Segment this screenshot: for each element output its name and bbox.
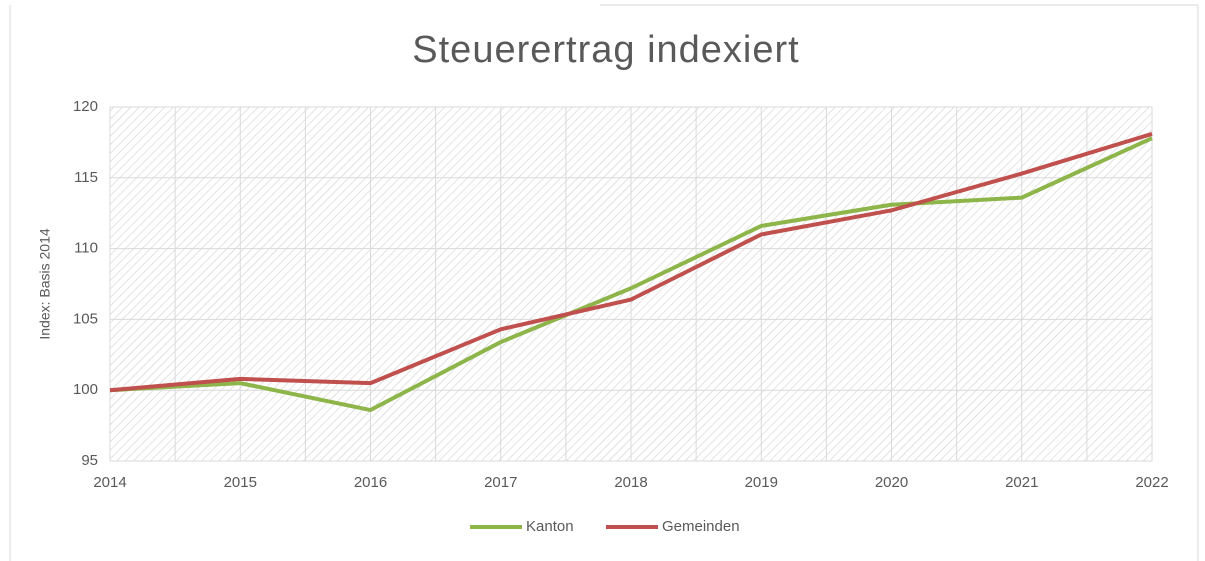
y-tick-label: 120 (73, 98, 98, 115)
y-tick-label: 105 (73, 310, 98, 327)
x-tick-label: 2017 (484, 474, 517, 491)
y-axis-label: Index: Basis 2014 (37, 228, 53, 340)
x-tick-label: 2018 (614, 474, 647, 491)
y-tick-label: 115 (74, 169, 98, 186)
x-tick-label: 2015 (224, 474, 257, 491)
x-tick-label: 2022 (1135, 474, 1168, 491)
chart-title: Steuerertrag indexiert (412, 29, 799, 71)
y-tick-label: 95 (81, 452, 98, 469)
x-tick-label: 2014 (93, 474, 126, 491)
x-tick-label: 2020 (875, 474, 908, 491)
legend-label: Gemeinden (662, 518, 740, 535)
line-series (109, 136, 1153, 413)
x-tick-label: 2019 (745, 474, 778, 491)
x-tick-label: 2021 (1005, 474, 1038, 491)
y-tick-label: 110 (74, 240, 98, 257)
line-series (109, 131, 1153, 393)
y-tick-label: 100 (73, 381, 98, 398)
x-tick-label: 2016 (354, 474, 387, 491)
legend-label: Kanton (526, 518, 574, 535)
